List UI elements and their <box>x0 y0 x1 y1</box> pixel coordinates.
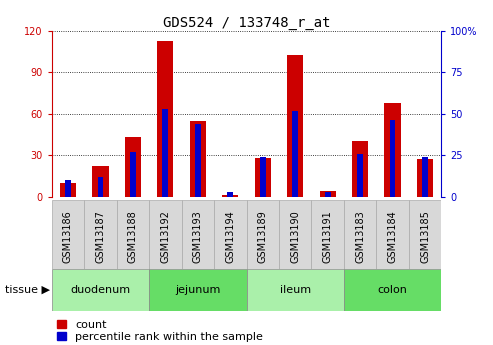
Bar <box>389 120 395 197</box>
Text: colon: colon <box>378 285 408 295</box>
Bar <box>246 269 344 310</box>
Bar <box>60 183 76 197</box>
Text: GSM13189: GSM13189 <box>258 210 268 263</box>
Text: GSM13185: GSM13185 <box>420 210 430 263</box>
Bar <box>319 191 336 197</box>
Bar <box>287 55 303 197</box>
Bar <box>357 154 363 197</box>
Legend: count, percentile rank within the sample: count, percentile rank within the sample <box>57 319 263 342</box>
Bar <box>52 200 84 269</box>
Text: ileum: ileum <box>280 285 311 295</box>
Bar <box>117 200 149 269</box>
Bar <box>92 166 108 197</box>
Bar <box>227 192 233 197</box>
Bar <box>385 103 401 197</box>
Bar <box>254 158 271 197</box>
Bar <box>344 200 376 269</box>
Bar <box>52 269 149 310</box>
Bar <box>84 200 117 269</box>
Text: GSM13186: GSM13186 <box>63 210 73 263</box>
Text: GSM13190: GSM13190 <box>290 210 300 263</box>
Bar <box>409 200 441 269</box>
Bar <box>344 269 441 310</box>
Bar <box>181 200 214 269</box>
Text: GSM13191: GSM13191 <box>322 210 333 263</box>
Text: jejunum: jejunum <box>175 285 220 295</box>
Bar <box>149 200 181 269</box>
Bar <box>352 141 368 197</box>
Bar <box>214 200 246 269</box>
Bar <box>125 137 141 197</box>
Text: GDS524 / 133748_r_at: GDS524 / 133748_r_at <box>163 16 330 30</box>
Bar <box>260 157 266 197</box>
Bar <box>222 195 239 197</box>
Bar <box>312 200 344 269</box>
Bar <box>98 177 104 197</box>
Bar <box>246 200 279 269</box>
Bar <box>149 269 246 310</box>
Bar <box>195 124 201 197</box>
Bar <box>190 121 206 197</box>
Bar <box>279 200 312 269</box>
Text: GSM13192: GSM13192 <box>160 210 171 263</box>
Text: GSM13184: GSM13184 <box>387 210 397 263</box>
Text: GSM13187: GSM13187 <box>96 210 106 263</box>
Bar <box>422 157 428 197</box>
Bar <box>417 159 433 197</box>
Text: GSM13183: GSM13183 <box>355 210 365 263</box>
Text: GSM13188: GSM13188 <box>128 210 138 263</box>
Text: GSM13193: GSM13193 <box>193 210 203 263</box>
Bar <box>157 41 174 197</box>
Bar <box>65 180 71 197</box>
Bar <box>130 152 136 197</box>
Bar <box>162 109 168 197</box>
Text: duodenum: duodenum <box>70 285 131 295</box>
Bar <box>376 200 409 269</box>
Text: tissue ▶: tissue ▶ <box>5 285 50 295</box>
Bar <box>325 192 331 197</box>
Bar <box>292 110 298 197</box>
Text: GSM13194: GSM13194 <box>225 210 235 263</box>
